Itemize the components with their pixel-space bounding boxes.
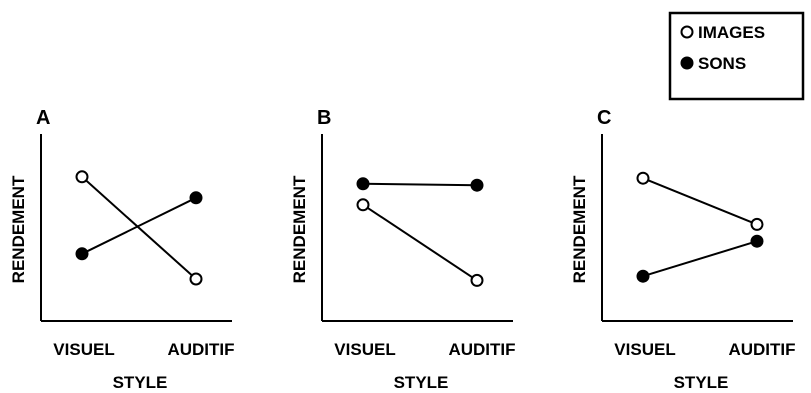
panel-label: C bbox=[597, 107, 611, 129]
x-tick-label-visuel: VISUEL bbox=[334, 340, 395, 359]
y-axis-label: RENDEMENT bbox=[9, 175, 28, 283]
panel-c: C RENDEMENT VISUEL AUDITIF STYLE bbox=[570, 107, 796, 392]
x-tick-label-visuel: VISUEL bbox=[53, 340, 114, 359]
data-point-sons-visuel bbox=[356, 177, 370, 191]
x-axis-label: STYLE bbox=[674, 373, 729, 392]
data-point-images-auditif bbox=[750, 217, 764, 231]
data-point-sons-auditif bbox=[750, 234, 764, 248]
data-point-sons-auditif bbox=[189, 191, 203, 205]
data-point-sons-visuel bbox=[636, 269, 650, 283]
x-axis-label: STYLE bbox=[394, 373, 449, 392]
panel-a: A RENDEMENT VISUEL AUDITIF STYLE bbox=[9, 107, 235, 392]
legend: IMAGES SONS bbox=[668, 11, 805, 101]
legend-sons-marker bbox=[680, 56, 694, 70]
series-line-images bbox=[81, 176, 197, 280]
series-line-images bbox=[642, 177, 758, 226]
x-tick-label-auditif: AUDITIF bbox=[728, 340, 795, 359]
x-tick-label-visuel: VISUEL bbox=[614, 340, 675, 359]
data-point-images-visuel bbox=[636, 171, 650, 185]
x-tick-label-auditif: AUDITIF bbox=[448, 340, 515, 359]
data-point-images-visuel bbox=[356, 198, 370, 212]
panels: A RENDEMENT VISUEL AUDITIF STYLE B RENDEMENT VI… bbox=[9, 107, 796, 392]
y-axis-label: RENDEMENT bbox=[290, 175, 309, 283]
data-point-images-auditif bbox=[470, 273, 484, 287]
legend-box bbox=[668, 11, 805, 101]
series-line-sons bbox=[362, 182, 478, 187]
data-point-sons-auditif bbox=[470, 178, 484, 192]
series-line-sons bbox=[81, 196, 197, 255]
panel-label: A bbox=[36, 107, 50, 129]
x-tick-label-auditif: AUDITIF bbox=[167, 340, 234, 359]
legend-images-marker bbox=[680, 25, 694, 39]
panel-b: B RENDEMENT VISUEL AUDITIF STYLE bbox=[290, 107, 516, 392]
data-point-images-auditif bbox=[189, 272, 203, 286]
legend-sons-label: SONS bbox=[698, 54, 746, 73]
data-point-images-visuel bbox=[75, 170, 89, 184]
x-axis-label: STYLE bbox=[113, 373, 168, 392]
series-line-images bbox=[362, 203, 478, 282]
series-line-sons bbox=[642, 240, 758, 278]
panel-label: B bbox=[317, 107, 331, 129]
data-point-sons-visuel bbox=[75, 247, 89, 261]
legend-images-label: IMAGES bbox=[698, 23, 765, 42]
y-axis-label: RENDEMENT bbox=[570, 175, 589, 283]
